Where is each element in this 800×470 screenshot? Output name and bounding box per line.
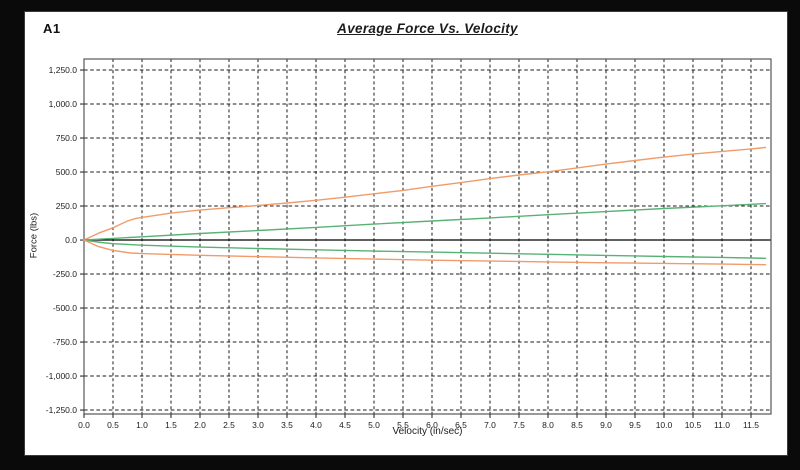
svg-text:0.0: 0.0: [78, 420, 90, 430]
y-tick-labels: 1,250.0 1,000.0 750.0 500.0 250.0 0.0 -250.0 -5…: [46, 65, 84, 415]
svg-text:-1,000.0: -1,000.0: [46, 371, 77, 381]
svg-text:250.0: 250.0: [56, 201, 78, 211]
svg-text:5.0: 5.0: [368, 420, 380, 430]
svg-text:0.5: 0.5: [107, 420, 119, 430]
svg-text:1,000.0: 1,000.0: [49, 99, 78, 109]
svg-text:1.0: 1.0: [136, 420, 148, 430]
svg-text:2.5: 2.5: [223, 420, 235, 430]
svg-text:500.0: 500.0: [56, 167, 78, 177]
svg-text:0.0: 0.0: [65, 235, 77, 245]
x-tick-labels: 0.0 0.5 1.0 1.5 2.0 2.5 3.0 3.5 4.0 4.5 5.0 5.5 6.0 6…: [78, 414, 759, 430]
svg-text:4.5: 4.5: [339, 420, 351, 430]
page-label-a1: A1: [43, 21, 61, 36]
chart-canvas: 0.0 0.5 1.0 1.5 2.0 2.5 3.0 3.5 4.0 4.5 5.0 5.5 6.0 6…: [46, 58, 772, 430]
svg-text:9.0: 9.0: [600, 420, 612, 430]
svg-text:8.5: 8.5: [571, 420, 583, 430]
svg-text:-750.0: -750.0: [53, 337, 77, 347]
svg-text:7.0: 7.0: [484, 420, 496, 430]
svg-text:9.5: 9.5: [629, 420, 641, 430]
svg-text:-1,250.0: -1,250.0: [46, 405, 77, 415]
svg-text:8.0: 8.0: [542, 420, 554, 430]
svg-text:6.5: 6.5: [455, 420, 467, 430]
svg-text:11.5: 11.5: [743, 420, 759, 430]
svg-text:2.0: 2.0: [194, 420, 206, 430]
svg-text:-500.0: -500.0: [53, 303, 77, 313]
grid-lines: [84, 59, 771, 414]
svg-text:750.0: 750.0: [56, 133, 78, 143]
series-orange-lower-curve: [83, 239, 767, 266]
svg-text:10.0: 10.0: [656, 420, 673, 430]
chart-title: Average Force Vs. Velocity: [337, 21, 518, 36]
svg-text:3.0: 3.0: [252, 420, 264, 430]
x-axis-title: Velocity (in/sec): [392, 426, 463, 437]
svg-text:7.5: 7.5: [513, 420, 525, 430]
series-orange-upper-curve: [83, 146, 767, 241]
series-green-upper-curve: [83, 202, 767, 241]
svg-text:6.0: 6.0: [426, 420, 438, 430]
svg-text:-250.0: -250.0: [53, 269, 77, 279]
plot-frame: [83, 58, 772, 415]
svg-text:1.5: 1.5: [165, 420, 177, 430]
svg-text:11.0: 11.0: [714, 420, 730, 430]
svg-text:3.5: 3.5: [281, 420, 293, 430]
series-green-lower-curve: [83, 239, 767, 260]
svg-text:10.5: 10.5: [685, 420, 702, 430]
svg-text:1,250.0: 1,250.0: [49, 65, 78, 75]
svg-text:5.5: 5.5: [397, 420, 409, 430]
report-page: A1 Average Force Vs. Velocity Force (lbs…: [24, 11, 788, 456]
svg-text:4.0: 4.0: [310, 420, 322, 430]
